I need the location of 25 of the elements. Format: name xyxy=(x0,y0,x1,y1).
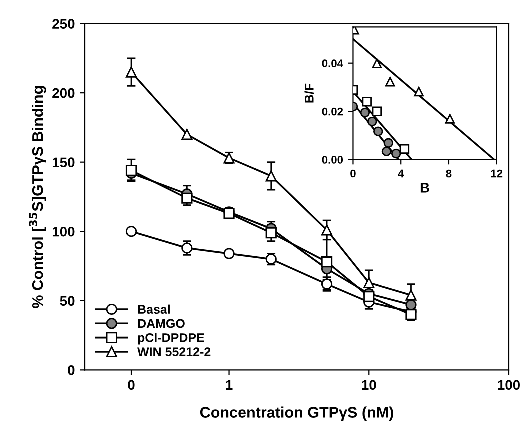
x-tick-label: 0 xyxy=(128,380,135,390)
y-tick-label: 250 xyxy=(52,19,75,29)
y-tick-label: 200 xyxy=(52,88,75,98)
x-tick-label: 12 xyxy=(491,170,503,178)
y-tick-label: 150 xyxy=(52,158,75,168)
y-tick-label: 0.00 xyxy=(322,156,344,164)
legend-label: pCl-DPDPE xyxy=(138,333,204,345)
y-tick-label: 0.02 xyxy=(322,108,344,116)
legend-label: Basal xyxy=(138,304,170,314)
x-tick-label: 100 xyxy=(498,380,520,390)
legend-label: DAMGO xyxy=(138,319,185,328)
x-tick-label: 1 xyxy=(226,380,233,390)
y-tick-label: 100 xyxy=(52,226,75,237)
x-tick-label: 8 xyxy=(446,170,452,178)
x-tick-label: 4 xyxy=(398,170,404,178)
y-axis-title: % Control [$^{35}$S]GTPγS Binding xyxy=(29,86,46,308)
legend-label: WIN 55212-2 xyxy=(138,348,211,356)
x-axis-title: B xyxy=(420,183,430,193)
x-tick-label: 0 xyxy=(350,170,356,178)
x-axis-title: Concentration GTPγS (nM) xyxy=(200,406,394,421)
y-tick-label: 0.04 xyxy=(322,60,344,68)
y-tick-label: 0 xyxy=(68,366,75,376)
x-tick-label: 10 xyxy=(362,380,376,390)
y-tick-label: 50 xyxy=(60,296,75,306)
y-axis-title: B/F xyxy=(304,84,314,103)
